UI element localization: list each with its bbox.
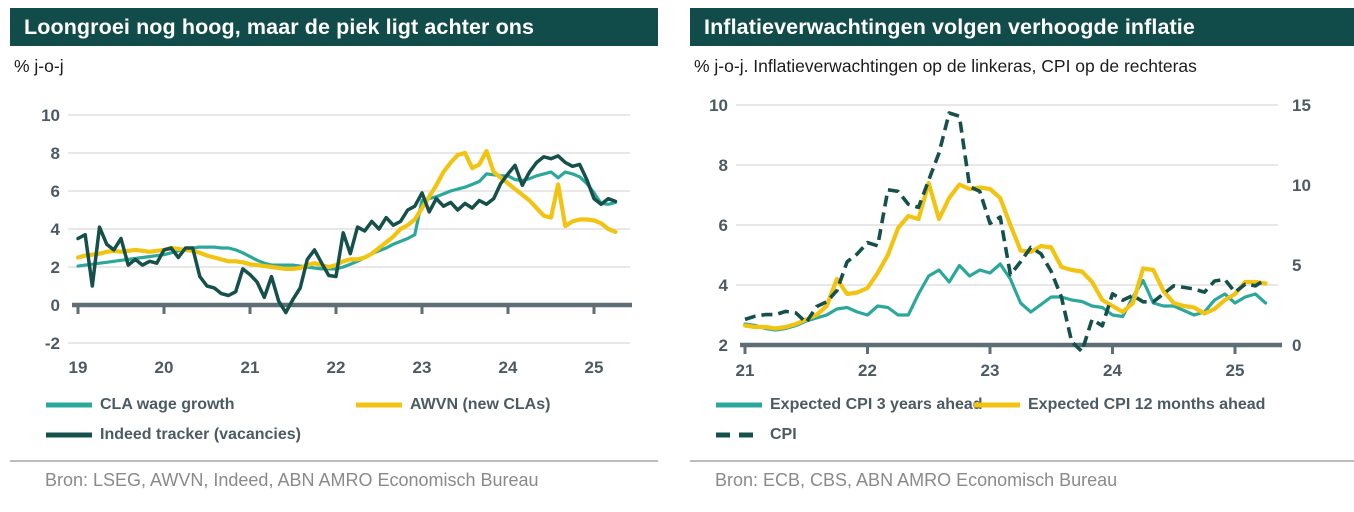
svg-text:21: 21 xyxy=(241,358,260,377)
legend-label: CLA wage growth xyxy=(100,396,235,413)
chart-subtitle: % j-o-j. Inflatieverwachtingen op de lin… xyxy=(694,56,1197,76)
expected-cpi-3y-swatch-icon xyxy=(716,402,762,408)
svg-text:2: 2 xyxy=(719,336,728,355)
cla-wage-growth-swatch-icon xyxy=(46,402,92,408)
legend-item-awvn: AWVN (new CLAs) xyxy=(355,396,550,414)
inflation-expectations-line-chart: 21 22 23 24 25 10 8 6 4 2 15 10 5 0 xyxy=(709,96,1311,380)
chart-title-bar: Loongroei nog hoog, maar de piek ligt ac… xyxy=(10,8,658,46)
svg-text:23: 23 xyxy=(981,361,1000,380)
svg-text:4: 4 xyxy=(51,220,61,239)
svg-text:15: 15 xyxy=(1292,96,1311,115)
svg-text:25: 25 xyxy=(1226,361,1245,380)
legend-item-indeed-tracker: Indeed tracker (vacancies) xyxy=(45,426,355,444)
svg-text:4: 4 xyxy=(719,276,729,295)
legend-row: CPI xyxy=(715,420,1354,450)
svg-text:10: 10 xyxy=(709,96,728,115)
inflation-expectations-chart-panel: Inflatieverwachtingen volgen verhoogde i… xyxy=(690,8,1354,508)
chart-title: Loongroei nog hoog, maar de piek ligt ac… xyxy=(24,14,535,39)
wage-chart-legend: CLA wage growth AWVN (new CLAs) Indeed t… xyxy=(10,390,658,450)
svg-text:24: 24 xyxy=(1103,361,1122,380)
svg-text:6: 6 xyxy=(719,216,728,235)
cpi-dashed-swatch-icon xyxy=(716,432,762,438)
svg-text:-2: -2 xyxy=(45,334,60,353)
svg-text:0: 0 xyxy=(51,296,60,315)
svg-text:22: 22 xyxy=(327,358,346,377)
legend-item-cla-wage-growth: CLA wage growth xyxy=(45,396,355,414)
inflation-chart-legend: Expected CPI 3 years ahead Expected CPI … xyxy=(690,390,1354,450)
svg-text:23: 23 xyxy=(413,358,432,377)
source-text: Bron: LSEG, AWVN, Indeed, ABN AMRO Econo… xyxy=(45,470,539,490)
legend-item-cpi: CPI xyxy=(715,426,973,444)
legend-label: Indeed tracker (vacancies) xyxy=(100,426,301,443)
svg-text:21: 21 xyxy=(736,361,755,380)
svg-text:0: 0 xyxy=(1292,336,1301,355)
chart-title: Inflatieverwachtingen volgen verhoogde i… xyxy=(704,14,1195,39)
svg-text:25: 25 xyxy=(585,358,604,377)
legend-item-expected-cpi-3y: Expected CPI 3 years ahead xyxy=(715,396,983,414)
source-text: Bron: ECB, CBS, ABN AMRO Economisch Bure… xyxy=(715,470,1118,490)
awvn-swatch-icon xyxy=(356,402,402,408)
svg-text:6: 6 xyxy=(51,182,60,201)
wage-growth-chart-panel: Loongroei nog hoog, maar de piek ligt ac… xyxy=(10,8,658,508)
indeed-tracker-swatch-icon xyxy=(46,432,92,438)
legend-label: CPI xyxy=(770,426,797,443)
svg-text:10: 10 xyxy=(41,106,60,125)
legend-label: Expected CPI 12 months ahead xyxy=(1028,396,1266,413)
svg-text:5: 5 xyxy=(1292,256,1301,275)
expected-cpi-12m-swatch-icon xyxy=(974,402,1020,408)
legend-row: Indeed tracker (vacancies) xyxy=(45,420,658,450)
svg-text:20: 20 xyxy=(155,358,174,377)
svg-text:8: 8 xyxy=(719,156,728,175)
svg-text:10: 10 xyxy=(1292,176,1311,195)
svg-text:24: 24 xyxy=(499,358,518,377)
legend-label: Expected CPI 3 years ahead xyxy=(770,396,983,413)
legend-label: AWVN (new CLAs) xyxy=(410,396,551,413)
legend-item-expected-cpi-12m: Expected CPI 12 months ahead xyxy=(973,396,1265,414)
svg-text:22: 22 xyxy=(858,361,877,380)
chart-subtitle: % j-o-j xyxy=(14,56,64,76)
svg-text:19: 19 xyxy=(69,358,88,377)
svg-text:2: 2 xyxy=(51,258,60,277)
source-divider xyxy=(10,460,658,462)
legend-row: CLA wage growth AWVN (new CLAs) xyxy=(45,390,658,420)
legend-row: Expected CPI 3 years ahead Expected CPI … xyxy=(715,390,1354,420)
svg-text:8: 8 xyxy=(51,144,60,163)
source-divider xyxy=(690,460,1354,462)
chart-title-bar: Inflatieverwachtingen volgen verhoogde i… xyxy=(690,8,1354,46)
